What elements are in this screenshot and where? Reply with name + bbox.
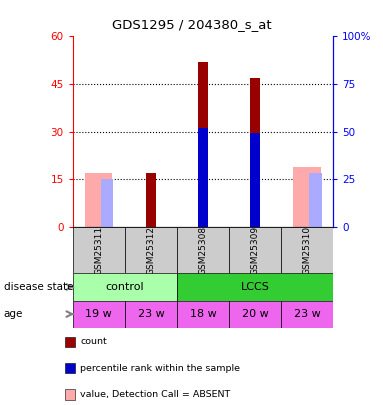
Text: GSM25310: GSM25310 — [303, 226, 312, 275]
Bar — [101, 179, 113, 227]
Bar — [73, 301, 125, 328]
Text: LCCS: LCCS — [241, 282, 270, 292]
Bar — [177, 301, 229, 328]
Bar — [177, 227, 229, 273]
Bar — [177, 273, 333, 301]
Bar — [250, 78, 260, 227]
Bar — [73, 227, 125, 273]
Bar — [250, 133, 260, 227]
Text: 23 w: 23 w — [137, 309, 164, 319]
Bar — [281, 301, 333, 328]
Text: control: control — [106, 282, 144, 292]
Text: 18 w: 18 w — [190, 309, 216, 319]
Bar — [198, 128, 208, 227]
Text: 20 w: 20 w — [242, 309, 268, 319]
Text: disease state: disease state — [4, 282, 73, 292]
Text: GDS1295 / 204380_s_at: GDS1295 / 204380_s_at — [112, 18, 271, 31]
Bar — [293, 166, 321, 227]
Text: GSM25309: GSM25309 — [250, 226, 260, 275]
Text: GSM25312: GSM25312 — [146, 226, 155, 275]
Text: percentile rank within the sample: percentile rank within the sample — [80, 364, 241, 373]
Bar — [229, 301, 281, 328]
Bar — [309, 173, 322, 227]
Bar — [73, 273, 177, 301]
Text: 23 w: 23 w — [294, 309, 321, 319]
Text: GSM25308: GSM25308 — [198, 226, 208, 275]
Bar — [85, 173, 113, 227]
Bar — [229, 227, 281, 273]
Text: GSM25311: GSM25311 — [94, 226, 103, 275]
Bar — [146, 173, 156, 227]
Text: value, Detection Call = ABSENT: value, Detection Call = ABSENT — [80, 390, 231, 399]
Bar — [125, 227, 177, 273]
Text: age: age — [4, 309, 23, 319]
Text: count: count — [80, 337, 107, 346]
Bar — [281, 227, 333, 273]
Bar — [125, 301, 177, 328]
Bar — [198, 62, 208, 227]
Text: 19 w: 19 w — [85, 309, 112, 319]
